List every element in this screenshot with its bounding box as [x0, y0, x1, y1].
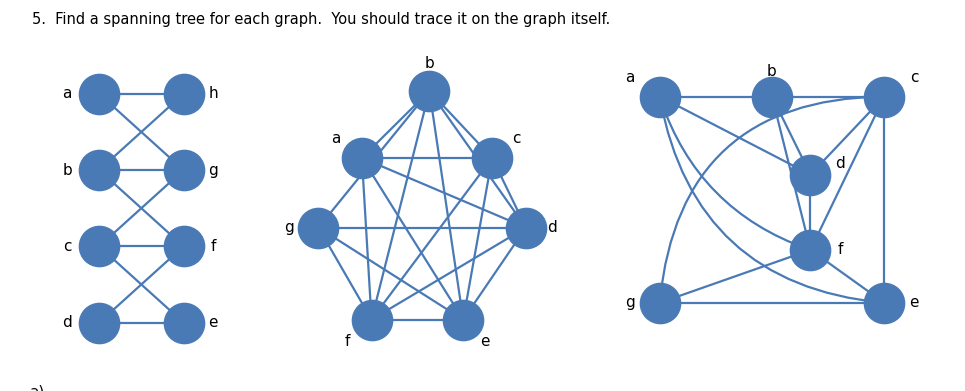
Text: e: e	[909, 295, 919, 310]
Text: f: f	[210, 239, 216, 254]
Point	[455, 316, 471, 323]
Point	[803, 247, 818, 253]
Text: e: e	[208, 315, 218, 330]
Text: h: h	[208, 86, 218, 101]
Text: c: c	[910, 70, 919, 84]
Text: a: a	[63, 86, 71, 101]
FancyArrowPatch shape	[660, 99, 882, 303]
Point	[364, 316, 379, 323]
Text: f: f	[345, 334, 350, 350]
Point	[652, 300, 668, 306]
Point	[92, 167, 107, 173]
Point	[652, 93, 668, 100]
Point	[176, 167, 191, 173]
Point	[92, 319, 107, 326]
Text: g: g	[285, 220, 294, 235]
Point	[92, 243, 107, 249]
Point	[176, 243, 191, 249]
Point	[422, 88, 437, 94]
Point	[803, 172, 818, 178]
Text: d: d	[547, 220, 558, 235]
Text: g: g	[625, 295, 635, 310]
Text: b: b	[425, 56, 434, 70]
Text: a): a)	[29, 384, 44, 391]
FancyArrowPatch shape	[660, 99, 808, 249]
Point	[92, 91, 107, 97]
Text: g: g	[208, 163, 218, 178]
Text: b: b	[63, 163, 72, 178]
Point	[176, 319, 191, 326]
Text: b: b	[767, 64, 777, 79]
Text: d: d	[63, 315, 72, 330]
Text: 5.  Find a spanning tree for each graph.  You should trace it on the graph itsel: 5. Find a spanning tree for each graph. …	[32, 12, 610, 27]
Point	[518, 224, 534, 231]
Point	[354, 155, 370, 161]
Point	[176, 91, 191, 97]
Point	[484, 155, 500, 161]
Text: a: a	[625, 70, 635, 84]
Point	[764, 93, 780, 100]
Point	[876, 300, 892, 306]
FancyArrowPatch shape	[660, 97, 882, 300]
Text: a: a	[331, 131, 340, 146]
Point	[876, 93, 892, 100]
Text: c: c	[63, 239, 71, 254]
Text: f: f	[838, 242, 842, 257]
Text: e: e	[481, 334, 489, 350]
Text: c: c	[512, 131, 520, 146]
Text: d: d	[835, 156, 845, 171]
Point	[311, 224, 326, 231]
